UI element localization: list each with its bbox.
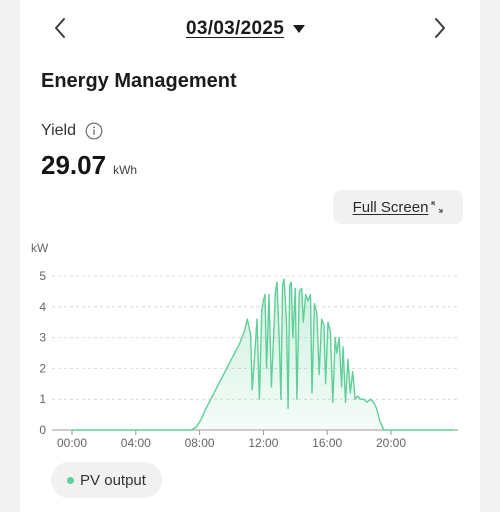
x-tick-label: 08:00 [185, 436, 215, 450]
full-screen-button[interactable]: Full Screen [333, 190, 463, 224]
x-tick-label: 20:00 [376, 436, 406, 450]
chevron-right-icon [435, 18, 445, 38]
y-axis-unit-label: kW [31, 241, 49, 255]
yield-unit: kWh [113, 163, 138, 177]
y-tick-label: 0 [39, 423, 46, 437]
x-tick-label: 16:00 [312, 436, 342, 450]
page-title: Energy Management [41, 70, 237, 92]
y-tick-label: 4 [39, 300, 46, 314]
x-axis-ticks: 00:00 04:00 08:00 12:00 16:00 20:00 [57, 430, 406, 450]
full-screen-label: Full Screen [352, 198, 429, 216]
caret-down-icon [293, 24, 306, 33]
pv-output-chart: kW 0 1 2 3 4 5 00:00 04:00 08:00 12:00 16:00 20:00 [31, 241, 458, 450]
pv-output-area [72, 279, 455, 430]
legend-dot [67, 476, 75, 484]
yield-value-row: 29.07 kWh [41, 150, 137, 181]
date-navigation-bar: 03/03/2025 [20, 0, 480, 56]
next-day-button[interactable] [426, 14, 454, 42]
x-tick-label: 00:00 [57, 436, 87, 450]
info-icon[interactable] [85, 122, 103, 140]
legend-pv-output[interactable]: PV output [51, 462, 162, 498]
x-tick-label: 12:00 [248, 436, 278, 450]
chevron-left-icon [55, 18, 65, 38]
yield-label: Yield [41, 122, 76, 139]
y-axis-ticks: 0 1 2 3 4 5 [39, 269, 46, 437]
y-tick-label: 1 [39, 392, 46, 406]
chart-series [72, 278, 455, 431]
y-tick-label: 2 [39, 361, 46, 375]
expand-arrows-icon [431, 201, 443, 213]
y-tick-label: 5 [39, 269, 46, 283]
previous-day-button[interactable] [46, 14, 74, 42]
legend-label: PV output [80, 471, 146, 489]
x-tick-label: 04:00 [121, 436, 151, 450]
date-picker-button[interactable]: 03/03/2025 [186, 15, 306, 43]
pv-output-line [72, 278, 455, 431]
energy-card: 03/03/2025 Energy Management Yield 29.07… [20, 0, 480, 512]
selected-date: 03/03/2025 [186, 18, 285, 39]
yield-label-row: Yield [41, 122, 103, 140]
yield-value: 29.07 [41, 150, 107, 180]
y-tick-label: 3 [39, 331, 46, 345]
